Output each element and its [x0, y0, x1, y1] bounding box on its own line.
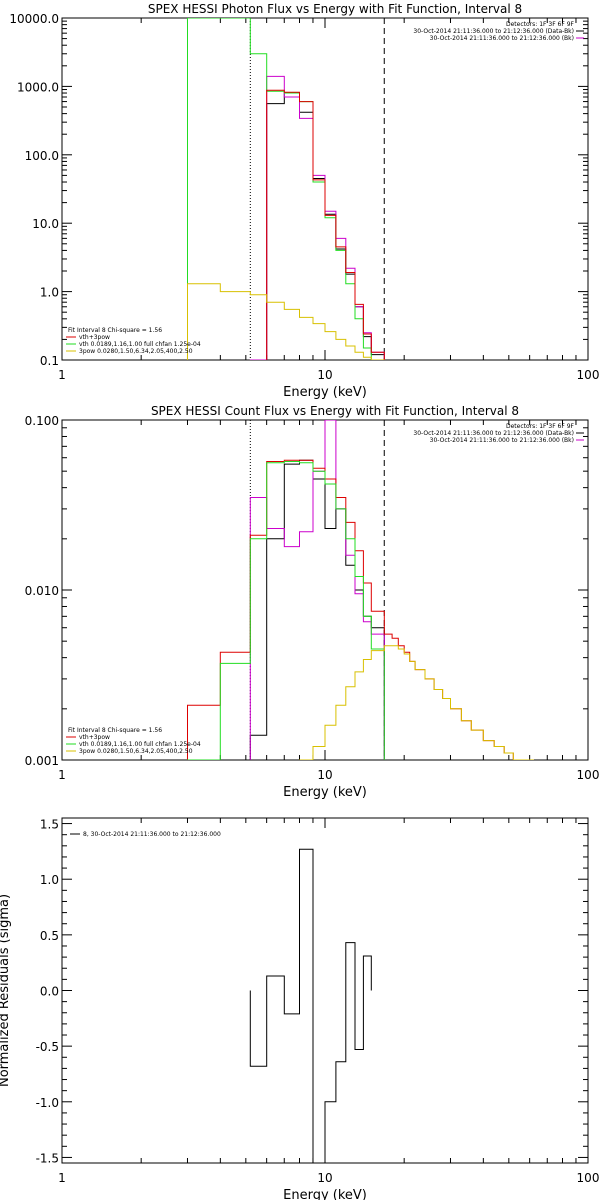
- x-tick-label: 1: [58, 368, 66, 382]
- y-tick-label: 0.100: [25, 414, 59, 428]
- legend-top-left-text: 8, 30-Oct-2014 21:11:36.000 to 21:12:36.…: [83, 831, 221, 838]
- y-tick-label: 10.0: [32, 217, 59, 231]
- y-tick-label: 100.0: [25, 149, 59, 163]
- x-tick-label: 100: [577, 368, 600, 382]
- legend-bottom-left-text: vth 0.0189,1.16,1.00 full chfan 1.25e-04: [79, 741, 201, 748]
- y-tick-label: 0.1: [40, 354, 59, 368]
- legend-bottom-left-text: vth 0.0189,1.16,1.00 full chfan 1.25e-04: [79, 341, 201, 348]
- legend-top-right-text: 30-Oct-2014 21:11:36.000 to 21:12:36.000…: [430, 437, 574, 444]
- count-flux-panel: SPEX HESSI Count Flux vs Energy with Fit…: [25, 404, 600, 800]
- series-black-step-line: [249, 848, 372, 1163]
- y-tick-label: 0.001: [25, 754, 59, 768]
- series-yellow-step-line: [187, 283, 385, 360]
- residuals-panel: Energy (keV) Normalized Residuals (sigma)…: [0, 817, 600, 1200]
- y-tick-label: 0.0: [40, 985, 59, 999]
- x-axis-label: Energy (keV): [283, 785, 367, 800]
- series-green-step-line: [187, 18, 385, 360]
- legend-bottom-left-text: vth+3pow: [79, 334, 110, 341]
- x-tick-label: 100: [577, 1171, 600, 1185]
- photon-flux-panel: SPEX HESSI Photon Flux vs Energy with Fi…: [9, 2, 599, 400]
- legend-top-right-text: Detectors: 1F 3F 6F 9F: [506, 21, 575, 28]
- y-ticks: [62, 419, 588, 761]
- series-magenta-step-line: [249, 420, 385, 760]
- series-magenta-step-line: [249, 75, 385, 360]
- legend-top-right-text: Detectors: 1F 3F 6F 9F: [506, 423, 575, 430]
- legend-bottom-left-text: Fit Interval 8 Chi-square = 1.56: [68, 327, 162, 334]
- legend-top-right-text: 30-Oct-2014 21:11:36.000 to 21:12:36.000…: [430, 35, 574, 42]
- y-tick-label: 0.5: [40, 929, 59, 943]
- x-ticks: [61, 18, 589, 360]
- x-tick-label: 100: [577, 768, 600, 782]
- chart-title: SPEX HESSI Count Flux vs Energy with Fit…: [151, 404, 519, 418]
- series-green-step-line: [187, 461, 385, 760]
- y-tick-label: 1.0: [40, 286, 59, 300]
- y-tick-label: 1.5: [40, 818, 59, 832]
- legend-bottom-left-text: vth+3pow: [79, 734, 110, 741]
- y-tick-label: 1.0: [40, 873, 59, 887]
- x-tick-label: 10: [317, 768, 332, 782]
- y-ticks: [62, 823, 588, 1158]
- series-group: [187, 420, 534, 760]
- x-tick-label: 10: [317, 1171, 332, 1185]
- x-axis-label: Energy (keV): [283, 1188, 367, 1200]
- y-ticks: [62, 17, 588, 361]
- x-tick-label: 1: [58, 768, 66, 782]
- x-tick-label: 10: [317, 368, 332, 382]
- series-group: [249, 848, 372, 1163]
- series-group: [187, 18, 385, 360]
- y-tick-label: 0.010: [25, 584, 59, 598]
- legend-top-right-text: 30-Oct-2014 21:11:36.000 to 21:12:36.000…: [413, 430, 574, 437]
- y-tick-label: -1.0: [36, 1096, 59, 1110]
- x-axis-label: Energy (keV): [283, 385, 367, 400]
- legend-bottom-left-text: 3pow 0.0280,1.50,6.34,2.05,400,2.50: [79, 348, 193, 355]
- series-black-step-line: [249, 459, 385, 760]
- series-red-step-line: [187, 459, 534, 760]
- series-red-step-line: [266, 89, 385, 360]
- y-tick-label: 10000.0: [9, 12, 59, 26]
- x-tick-label: 1: [58, 1171, 66, 1185]
- legend-bottom-left-text: 3pow 0.0280,1.50,6.34,2.05,400,2.50: [79, 748, 193, 755]
- legend-top-right-text: 30-Oct-2014 21:11:36.000 to 21:12:36.000…: [413, 28, 574, 35]
- legend-bottom-left-text: Fit Interval 8 Chi-square = 1.56: [68, 727, 162, 734]
- series-yellow-step-line: [299, 645, 534, 760]
- y-tick-label: -1.5: [36, 1151, 59, 1165]
- y-tick-label: -0.5: [36, 1040, 59, 1054]
- y-tick-label: 1000.0: [17, 80, 59, 94]
- y-axis-label: Normalized Residuals (sigma): [0, 894, 12, 1087]
- chart-title: SPEX HESSI Photon Flux vs Energy with Fi…: [148, 2, 522, 16]
